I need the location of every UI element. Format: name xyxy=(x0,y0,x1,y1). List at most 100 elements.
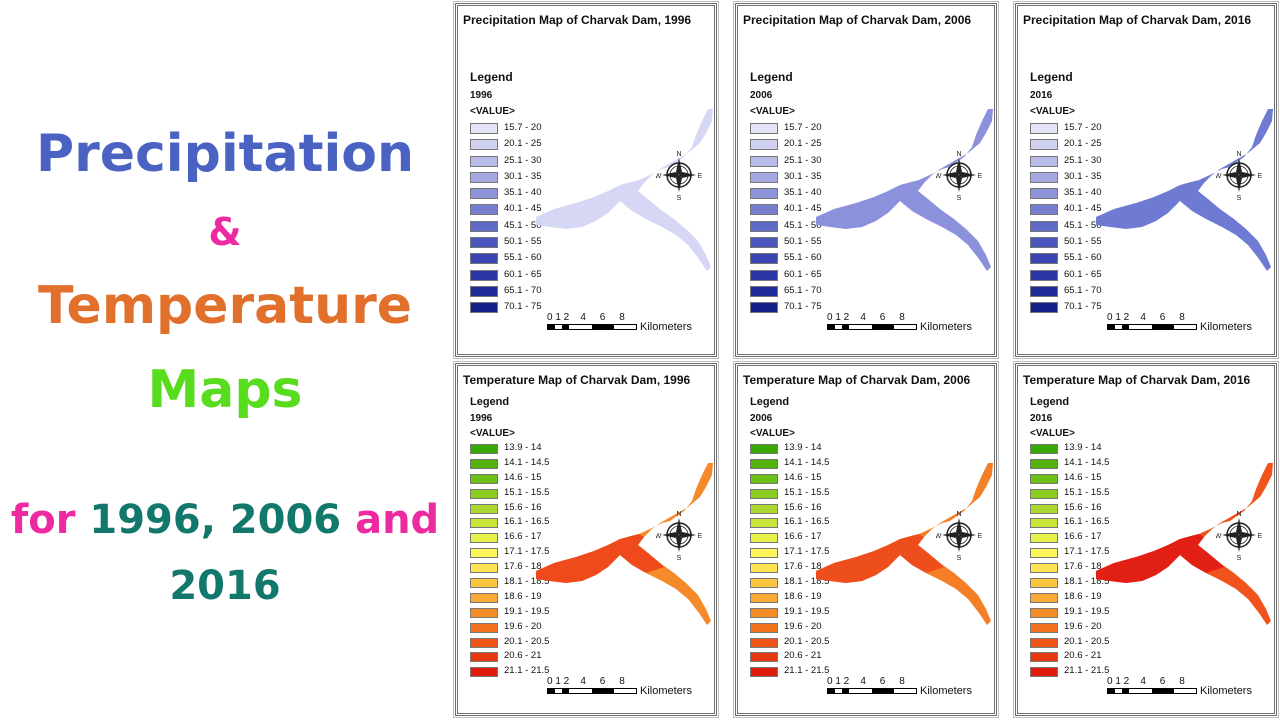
legend-label: 70.1 - 75 xyxy=(504,301,542,313)
legend-swatch xyxy=(1030,171,1058,183)
legend-label: 65.1 - 70 xyxy=(504,284,542,296)
compass-east-label: E xyxy=(978,533,982,540)
dam-hot-zone xyxy=(536,534,664,583)
legend-label: 16.1 - 16.5 xyxy=(1064,516,1110,528)
legend-swatch xyxy=(750,607,778,618)
legend-swatch xyxy=(750,488,778,499)
map-panel-precip-2006: Precipitation Map of Charvak Dam, 2006 Le… xyxy=(733,1,999,359)
legend-label: 15.1 - 15.5 xyxy=(504,486,550,498)
legend-swatch xyxy=(750,637,778,648)
legend-swatch xyxy=(750,518,778,529)
map-title: Precipitation Map of Charvak Dam, 2016 xyxy=(1023,13,1252,27)
legend-swatch xyxy=(750,622,778,633)
legend-swatch xyxy=(1030,503,1058,514)
legend-swatch xyxy=(470,503,498,514)
scale-bar xyxy=(547,688,637,694)
legend-swatch xyxy=(1030,667,1058,678)
north-arrow-compass-icon: N S W E xyxy=(1216,151,1262,200)
legend-swatch xyxy=(1030,220,1058,232)
legend-swatch xyxy=(470,488,498,499)
compass-north-label: N xyxy=(1236,151,1241,158)
legend-label: 25.1 - 30 xyxy=(504,154,542,166)
legend-swatch xyxy=(470,592,498,603)
legend-swatch xyxy=(1030,155,1058,167)
headline-maps: Maps xyxy=(147,360,303,420)
legend-label: 35.1 - 40 xyxy=(1064,187,1102,199)
compass-north-label: N xyxy=(956,151,961,158)
legend-swatch xyxy=(470,637,498,648)
legend-label: 15.7 - 20 xyxy=(504,122,542,133)
legend-label: 55.1 - 60 xyxy=(504,252,542,264)
legend-label: 18.1 - 18.5 xyxy=(1064,576,1110,588)
legend-label: 40.1 - 45 xyxy=(504,203,542,215)
compass-west-label: W xyxy=(656,173,662,180)
legend-heading: Legend xyxy=(1030,70,1073,84)
legend-label: 21.1 - 21.5 xyxy=(1064,665,1110,677)
north-arrow-compass-icon: N S W E xyxy=(656,511,702,560)
compass-north-label: N xyxy=(1236,511,1241,518)
dam-reservoir-shape xyxy=(536,463,713,625)
legend-swatch xyxy=(750,578,778,589)
north-arrow-compass-icon: N S W E xyxy=(936,151,982,200)
map-panel-precip-1996: Precipitation Map of Charvak Dam, 1996 Le… xyxy=(453,1,719,359)
scale-bar xyxy=(827,324,917,330)
legend-heading: Legend xyxy=(1030,396,1070,408)
headline-years-line: for 1996, 2006 and xyxy=(0,497,450,543)
legend-swatch xyxy=(470,622,498,633)
headline-temperature: Temperature xyxy=(37,276,413,336)
map-title: Temperature Map of Charvak Dam, 2016 xyxy=(1023,373,1251,387)
compass-east-label: E xyxy=(1258,533,1262,540)
scale-unit-label: Kilometers xyxy=(1200,685,1252,697)
legend-label: 16.1 - 16.5 xyxy=(504,516,550,528)
legend-swatch xyxy=(750,188,778,200)
legend-swatch xyxy=(1030,592,1058,603)
legend-label: 13.9 - 14 xyxy=(504,442,542,453)
legend-label: 18.6 - 19 xyxy=(1064,590,1102,602)
legend-label: 18.1 - 18.5 xyxy=(784,576,830,588)
legend-label: 14.1 - 14.5 xyxy=(784,456,830,468)
legend-swatch xyxy=(470,548,498,559)
legend-label: 14.6 - 15 xyxy=(504,471,542,483)
legend-label: 21.1 - 21.5 xyxy=(504,665,550,677)
compass-west-label: W xyxy=(1216,533,1222,540)
compass-east-label: E xyxy=(1258,173,1262,180)
legend-swatch xyxy=(1030,302,1058,314)
legend-label: 16.6 - 17 xyxy=(784,531,822,543)
dam-hot-zone xyxy=(816,534,944,583)
compass-west-label: W xyxy=(1216,173,1222,180)
legend-swatch xyxy=(1030,253,1058,265)
dam-reservoir-shape xyxy=(1096,463,1273,625)
legend-swatch xyxy=(1030,578,1058,589)
compass-south-label: S xyxy=(1237,195,1242,200)
legend-swatch xyxy=(1030,204,1058,216)
map-panel-temp-1996: Temperature Map of Charvak Dam, 1996 Lege… xyxy=(453,361,719,718)
legend-value-field: <VALUE> xyxy=(1030,428,1075,439)
legend-label: 20.6 - 21 xyxy=(784,650,822,662)
dam-hot-zone xyxy=(1096,534,1224,583)
legend-swatch xyxy=(1030,607,1058,618)
legend-label: 60.1 - 65 xyxy=(784,268,822,280)
legend-swatch xyxy=(470,220,498,232)
legend-swatch xyxy=(470,563,498,574)
legend-swatch xyxy=(470,473,498,484)
legend-swatch xyxy=(1030,533,1058,544)
dam-area xyxy=(816,109,993,271)
legend-label: 14.1 - 14.5 xyxy=(504,456,550,468)
compass-east-label: E xyxy=(698,173,702,180)
legend-swatch xyxy=(1030,285,1058,297)
legend-swatch xyxy=(470,204,498,216)
scale-unit-label: Kilometers xyxy=(1200,321,1252,333)
legend-swatch xyxy=(750,444,778,454)
headline-2016: 2016 xyxy=(169,563,281,609)
compass-north-label: N xyxy=(676,511,681,518)
legend-label: 21.1 - 21.5 xyxy=(784,665,830,677)
legend-swatch xyxy=(750,503,778,514)
legend-swatch xyxy=(1030,518,1058,529)
legend-swatch xyxy=(750,563,778,574)
headline-precipitation: Precipitation xyxy=(35,124,415,184)
legend-label: 19.6 - 20 xyxy=(784,620,822,632)
legend-heading: Legend xyxy=(750,70,793,84)
legend-label: 20.1 - 20.5 xyxy=(504,635,550,647)
compass-west-label: W xyxy=(936,173,942,180)
compass-west-label: W xyxy=(656,533,662,540)
